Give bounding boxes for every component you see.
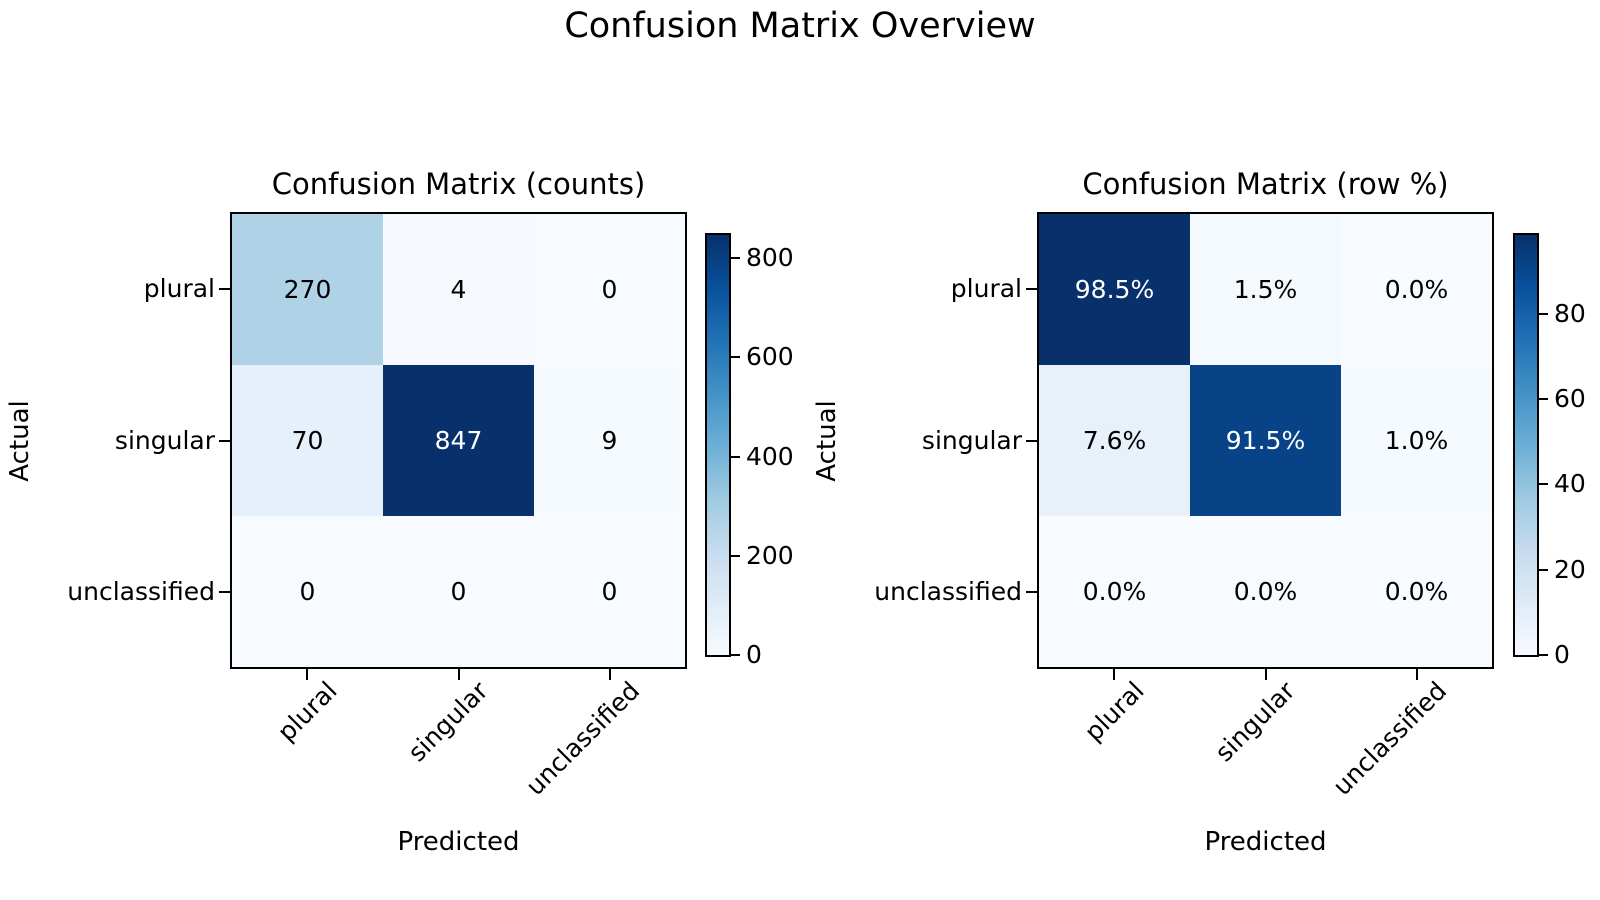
y-tick-mark [219, 288, 230, 291]
colorbar-tick-mark [731, 554, 740, 557]
heatmap-cell: 847 [383, 365, 534, 516]
heatmap-cell: 9 [534, 365, 685, 516]
subplot-title: Confusion Matrix (counts) [271, 167, 646, 201]
y-tick-mark [1026, 590, 1037, 593]
colorbar-tick-label: 60 [1554, 384, 1586, 414]
colorbar-tick-mark [731, 257, 740, 260]
colorbar-gradient [1515, 235, 1537, 655]
x-tick-mark [306, 669, 309, 680]
heatmap-cell: 7.6% [1039, 365, 1190, 516]
colorbar-tick-label: 600 [746, 342, 794, 372]
heatmap-counts: Confusion Matrix (counts) 270 4 0 70 847 9 0 0 0… [5, 167, 687, 857]
heatmap-cell: 0.0% [1341, 214, 1492, 365]
y-tick-label: plural [950, 274, 1022, 304]
heatmap-cell: 0 [534, 516, 685, 667]
heatmap-cell: 0 [232, 516, 383, 667]
x-tick-label: plural [272, 676, 343, 747]
x-tick-label: plural [1079, 676, 1150, 747]
x-tick-mark [1264, 669, 1267, 680]
colorbar-tick-label: 200 [746, 540, 794, 570]
colorbar-tick-mark [731, 356, 740, 359]
colorbar-tick-mark [1539, 312, 1548, 315]
x-tick-mark [1113, 669, 1116, 680]
colorbar-tick-mark [731, 455, 740, 458]
colorbar-row-percent: 0 20 40 60 80 [1513, 233, 1586, 669]
x-axis-label: Predicted [1204, 827, 1327, 857]
y-tick-mark [1026, 439, 1037, 442]
y-tick-label: unclassified [67, 576, 215, 606]
y-tick-mark [219, 439, 230, 442]
x-tick-label: unclassified [1327, 676, 1453, 801]
figure-title: Confusion Matrix Overview [564, 6, 1036, 46]
heatmap-cell: 4 [383, 214, 534, 365]
colorbar-tick-label: 800 [746, 243, 794, 273]
colorbar-tick-mark [1539, 654, 1548, 656]
x-tick-mark [608, 669, 611, 680]
y-tick-label: plural [143, 274, 215, 304]
x-tick-label: singular [1209, 676, 1302, 768]
y-tick-mark [1026, 288, 1037, 291]
colorbar-tick-label: 40 [1554, 469, 1586, 499]
heatmap-cell: 270 [232, 214, 383, 365]
heatmap-cell: 0.0% [1190, 516, 1341, 667]
y-tick-label: unclassified [874, 576, 1022, 606]
heatmap-row-percent: Confusion Matrix (row %) 98.5% 1.5% 0.0% 7.… [812, 167, 1494, 857]
colorbar-tick-label: 0 [1554, 640, 1570, 669]
x-axis-label: Predicted [397, 827, 520, 857]
colorbar-tick-mark [1539, 398, 1548, 401]
heatmap-grid: 98.5% 1.5% 0.0% 7.6% 91.5% 1.0% 0.0% 0.0% 0.0% [1039, 214, 1492, 667]
y-tick-mark [219, 590, 230, 593]
heatmap-cell: 1.0% [1341, 365, 1492, 516]
heatmap-grid: 270 4 0 70 847 9 0 0 0 [232, 214, 685, 667]
colorbar-tick-label: 20 [1554, 554, 1586, 584]
heatmap-cell: 0 [534, 214, 685, 365]
y-axis-label: Actual [5, 399, 35, 482]
x-tick-mark [1415, 669, 1418, 680]
x-tick-label: unclassified [520, 676, 646, 801]
colorbar-counts: 0 200 400 600 800 [705, 233, 794, 669]
heatmap-cell: 0 [383, 516, 534, 667]
y-tick-label: singular [114, 425, 215, 455]
heatmap-cell: 0.0% [1039, 516, 1190, 667]
x-tick-mark [457, 669, 460, 680]
subplot-title: Confusion Matrix (row %) [1082, 167, 1449, 201]
colorbar-gradient [707, 235, 729, 655]
x-tick-label: singular [402, 676, 495, 768]
heatmap-cell: 91.5% [1190, 365, 1341, 516]
y-tick-label: singular [921, 425, 1022, 455]
colorbar-tick-label: 80 [1554, 298, 1586, 328]
colorbar-tick-label: 0 [746, 640, 762, 669]
colorbar-tick-label: 400 [746, 441, 794, 471]
heatmap-cell: 0.0% [1341, 516, 1492, 667]
colorbar-tick-mark [1539, 483, 1548, 486]
heatmap-cell: 98.5% [1039, 214, 1190, 365]
heatmap-cell: 70 [232, 365, 383, 516]
y-axis-label: Actual [812, 399, 842, 482]
colorbar-tick-mark [1539, 568, 1548, 571]
heatmap-cell: 1.5% [1190, 214, 1341, 365]
colorbar-tick-mark [731, 654, 740, 656]
